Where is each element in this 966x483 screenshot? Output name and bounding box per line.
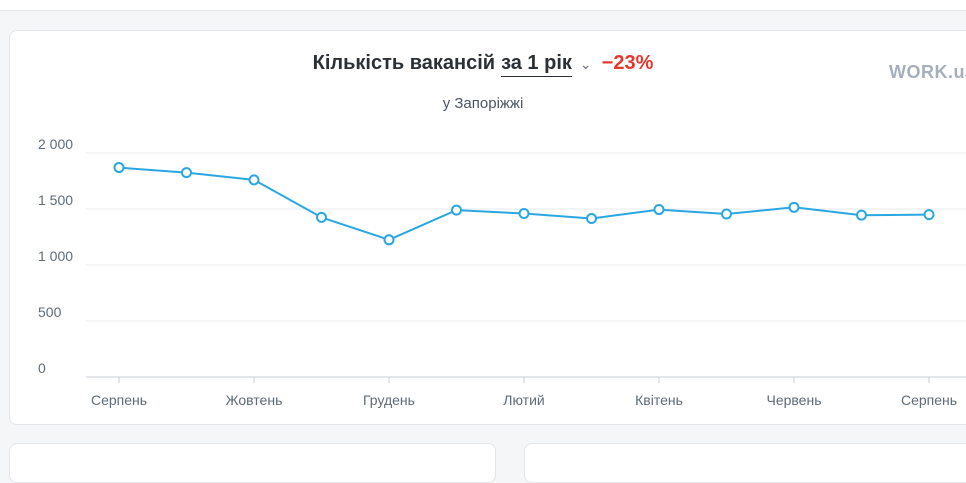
chart-subtitle: у Запоріжжі: [442, 95, 524, 112]
data-point: [586, 213, 597, 225]
work-ua-logo: WORK.ua: [889, 62, 966, 82]
chart-title: Кількість вакансій: [312, 52, 496, 74]
y-tick-label: 1 000: [38, 248, 73, 264]
series-line: [118, 166, 930, 241]
chart-card: [9, 30, 966, 425]
y-tick-label: 0: [38, 360, 46, 376]
data-point: [316, 211, 327, 223]
y-tick-label: 500: [38, 304, 62, 320]
top-section-edge: [0, 0, 966, 11]
data-point: [451, 204, 462, 216]
line-chart: 0 500 1 000 1 500 2 000 Серпень Жовтень Грудень…: [38, 136, 966, 408]
x-tick-label: Квітень: [635, 392, 683, 408]
lower-card-right: [524, 443, 966, 483]
data-point: [181, 167, 192, 179]
change-percent: −23%: [601, 52, 654, 74]
chevron-down-icon[interactable]: ⌄: [579, 56, 592, 72]
lower-card-left: [9, 443, 496, 483]
x-tick-label: Серпень: [91, 392, 147, 408]
x-tick-label: Лютий: [503, 392, 544, 408]
x-tick-label: Червень: [767, 392, 822, 408]
x-tick-label: Жовтень: [226, 392, 283, 408]
data-point: [856, 209, 867, 221]
data-point: [113, 162, 125, 174]
y-tick-label: 1 500: [38, 192, 73, 208]
chart-title-row: Кількість вакансій за 1 рік ⌄ −23%: [0, 52, 966, 82]
data-point: [923, 209, 935, 221]
x-tick-label: Серпень: [901, 392, 957, 408]
data-point: [653, 204, 665, 216]
data-point: [248, 174, 260, 186]
period-selector[interactable]: за 1 рік: [501, 52, 572, 77]
x-tick-label: Грудень: [363, 392, 415, 408]
data-point: [788, 201, 800, 213]
data-point: [518, 207, 530, 219]
data-point: [721, 208, 732, 220]
data-point: [383, 234, 395, 246]
y-tick-label: 2 000: [38, 136, 73, 152]
